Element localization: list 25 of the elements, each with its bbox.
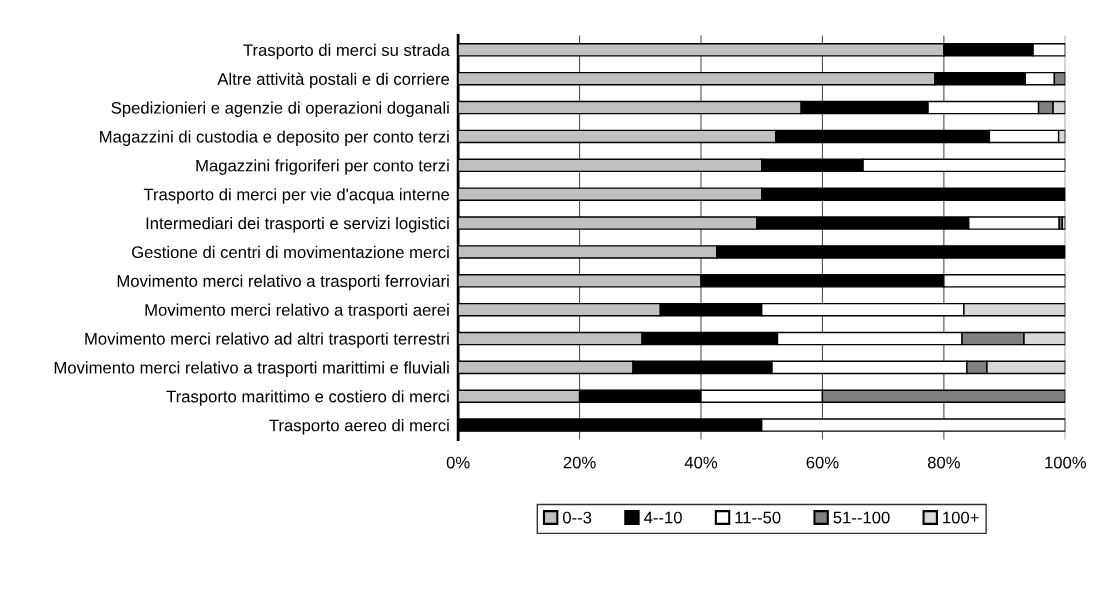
legend-label: 51--100: [833, 511, 890, 524]
y-tick-label: Movimento merci relativo a trasporti marittimi e fluviali: [54, 361, 449, 377]
y-tick-label: Magazzini di custodia e deposito per conto terzi: [100, 130, 449, 146]
legend-label: 100+: [943, 511, 979, 524]
legend-label: 11--50: [735, 511, 781, 524]
y-tick-label: Trasporto marittimo e costiero di merci: [166, 390, 449, 406]
x-tick-label: 80%: [927, 456, 960, 469]
legend-label: 4--10: [644, 511, 682, 524]
y-tick-label: Altre attività postali e di corriere: [217, 72, 450, 89]
y-tick-label: Trasporto aereo di merci: [269, 419, 449, 435]
y-tick-label: Gestione di centri di movimentazione merci: [132, 245, 449, 259]
y-tick-label: Movimento merci relativo a trasporti aerei: [145, 303, 449, 320]
x-tick-label: 20%: [563, 456, 596, 469]
y-tick-label: Intermediari dei trasporti e servizi logistici: [146, 217, 449, 233]
x-tick-label: 60%: [806, 456, 839, 469]
y-tick-label: Movimento merci relativo ad altri trasporti terrestri: [85, 332, 449, 349]
y-tick-label: Trasporto di merci su strada: [243, 43, 450, 60]
y-tick-label: Magazzini frigoriferi per conto terzi: [196, 159, 449, 175]
x-tick-label: 40%: [684, 456, 718, 469]
x-tick-label: 0%: [446, 456, 470, 469]
legend-label: 0--3: [562, 511, 592, 524]
y-tick-label: Trasporto di merci per vie d'acqua interne: [143, 188, 450, 204]
y-tick-label: Spedizionieri e agenzie di operazioni doganali: [111, 101, 449, 118]
y-tick-label: Movimento merci relativo a trasporti ferroviari: [117, 274, 449, 291]
x-tick-label: 100%: [1045, 456, 1087, 469]
